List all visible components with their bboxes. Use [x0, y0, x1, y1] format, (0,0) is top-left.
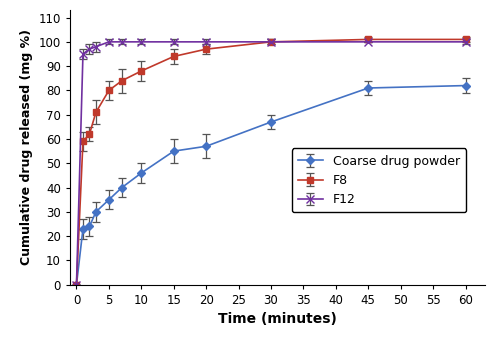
Y-axis label: Cumulative drug released (mg %): Cumulative drug released (mg %): [20, 29, 33, 265]
X-axis label: Time (minutes): Time (minutes): [218, 312, 337, 326]
Legend: Coarse drug powder, F8, F12: Coarse drug powder, F8, F12: [292, 149, 467, 212]
